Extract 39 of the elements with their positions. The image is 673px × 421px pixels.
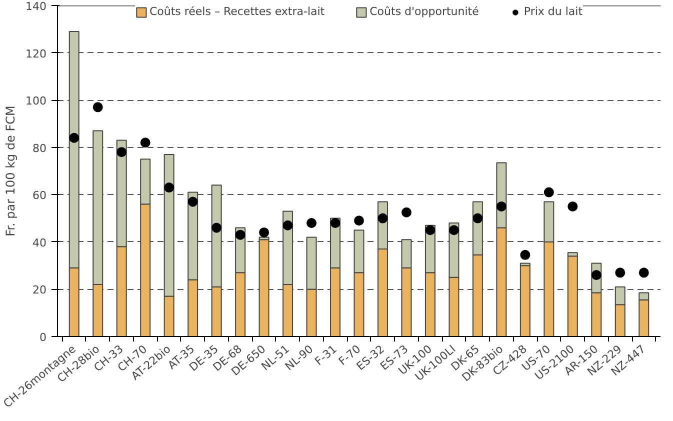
legend-label: Coûts réels – Recettes extra-lait <box>149 5 325 18</box>
y-tick-label: 100 <box>26 94 47 108</box>
point <box>116 147 127 158</box>
y-tick-label: 0 <box>40 331 46 344</box>
point <box>378 213 388 224</box>
y-tick-label: 40 <box>32 236 47 250</box>
legend-label: Coûts d'opportunité <box>370 5 479 18</box>
point <box>425 225 436 236</box>
point <box>259 227 270 238</box>
point <box>638 268 649 278</box>
point <box>282 220 293 230</box>
point <box>306 218 317 228</box>
point <box>448 225 459 236</box>
bar <box>520 265 530 336</box>
point <box>235 230 246 240</box>
point <box>92 102 103 112</box>
point <box>212 222 222 233</box>
point <box>615 268 626 278</box>
y-tick-label: 60 <box>32 189 47 202</box>
bar <box>258 239 270 336</box>
point <box>496 201 506 212</box>
point <box>568 201 578 212</box>
y-axis-title: Fr. par 100 kg de FCM <box>4 106 18 236</box>
y-tick-label: 80 <box>32 142 47 155</box>
point <box>330 218 340 228</box>
y-tick-label: 140 <box>26 0 47 13</box>
point <box>69 132 80 143</box>
y-tick-label: 20 <box>32 284 47 297</box>
y-tick-label: 120 <box>26 47 47 60</box>
bar <box>567 256 578 336</box>
point <box>520 250 530 260</box>
point <box>544 187 554 198</box>
point <box>472 213 483 224</box>
point <box>140 138 150 148</box>
point <box>401 207 412 218</box>
legend-label: Prix du lait <box>524 5 583 18</box>
point <box>188 196 198 207</box>
point <box>164 182 174 193</box>
point <box>354 216 364 226</box>
